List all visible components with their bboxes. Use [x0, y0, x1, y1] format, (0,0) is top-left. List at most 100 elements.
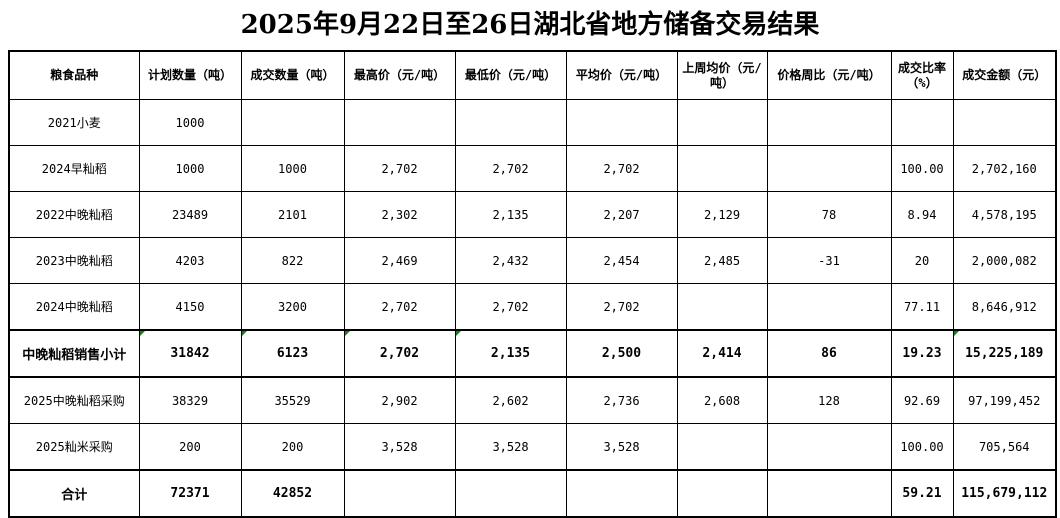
- table-cell: 2,702: [343, 329, 456, 378]
- table-cell: 2,500: [565, 329, 678, 378]
- table-cell: 77.11: [890, 283, 954, 331]
- table-cell: 2,129: [676, 191, 768, 238]
- table-cell: [676, 99, 768, 146]
- table-cell: [766, 99, 892, 146]
- subtotal-row: 中晚籼稻销售小计 31842 6123 2,702 2,135 2,500 2,414 86 1…: [8, 329, 1057, 378]
- table-cell: 1000: [138, 99, 242, 146]
- table-row: 2021小麦 1000: [8, 99, 1057, 146]
- column-header: 计划数量（吨）: [138, 50, 242, 100]
- table-cell: 100.00: [890, 423, 954, 471]
- cell-indicator-icon: [954, 331, 959, 336]
- table-cell: [565, 469, 678, 518]
- table-cell: 15,225,189: [952, 329, 1057, 378]
- table-cell: [454, 99, 567, 146]
- table-cell: 92.69: [890, 376, 954, 424]
- table-cell: 4203: [138, 237, 242, 284]
- page-title: 2025年9月22日至26日湖北省地方储备交易结果: [240, 10, 820, 40]
- table-cell: 100.00: [890, 145, 954, 192]
- table-cell: 59.21: [890, 469, 954, 518]
- table-cell: 2,432: [454, 237, 567, 284]
- table-cell: 2,135: [454, 329, 567, 378]
- table-cell: 2,207: [565, 191, 678, 238]
- table-cell: [766, 283, 892, 331]
- table-cell: 23489: [138, 191, 242, 238]
- table-cell: 2021小麦: [8, 99, 140, 146]
- table-cell: [766, 469, 892, 518]
- table-cell: [676, 423, 768, 471]
- table-cell: 2022中晚籼稻: [8, 191, 140, 238]
- table-cell: 822: [240, 237, 345, 284]
- column-header: 最高价（元/吨）: [343, 50, 456, 100]
- cell-indicator-icon: [345, 331, 350, 336]
- table-cell: 2023中晚籼稻: [8, 237, 140, 284]
- column-header: 成交比率（%）: [890, 50, 954, 100]
- table-cell: 2024中晚籼稻: [8, 283, 140, 331]
- table-cell: 2025籼米采购: [8, 423, 140, 471]
- table-row: 2022中晚籼稻 23489 2101 2,302 2,135 2,207 2,129 78 8…: [8, 191, 1057, 238]
- column-header: 最低价（元/吨）: [454, 50, 567, 100]
- table-cell: [766, 423, 892, 471]
- table-cell: [676, 469, 768, 518]
- table-cell: 2,469: [343, 237, 456, 284]
- column-header: 价格周比（元/吨）: [766, 50, 892, 100]
- table-cell: 35529: [240, 376, 345, 424]
- table-cell: 2,902: [343, 376, 456, 424]
- table-cell: 2,702: [343, 145, 456, 192]
- table-cell: 86: [766, 329, 892, 378]
- table-cell: 2,702: [565, 145, 678, 192]
- table-cell: 合计: [8, 469, 140, 518]
- column-header: 成交数量（吨）: [240, 50, 345, 100]
- column-header: 上周均价（元/吨）: [676, 50, 768, 100]
- table-cell: [676, 145, 768, 192]
- table-cell: 3,528: [565, 423, 678, 471]
- table-cell: 20: [890, 237, 954, 284]
- cell-indicator-icon: [242, 331, 247, 336]
- table-cell: 78: [766, 191, 892, 238]
- table-cell: 2,702: [565, 283, 678, 331]
- table-cell: 2,135: [454, 191, 567, 238]
- table-cell: 3,528: [343, 423, 456, 471]
- cell-indicator-icon: [456, 331, 461, 336]
- table-cell: [890, 99, 954, 146]
- table-cell: 2,485: [676, 237, 768, 284]
- table-cell: 2024早籼稻: [8, 145, 140, 192]
- column-header: 成交金额（元）: [952, 50, 1057, 100]
- table-row: 2024早籼稻 1000 1000 2,702 2,702 2,702 100.00 2,70…: [8, 145, 1057, 192]
- table-cell: 3,528: [454, 423, 567, 471]
- table-cell: 8.94: [890, 191, 954, 238]
- table-cell: 97,199,452: [952, 376, 1057, 424]
- table-row: 2025籼米采购 200 200 3,528 3,528 3,528 100.00 705,5…: [8, 423, 1057, 471]
- table-cell: 2,702: [454, 145, 567, 192]
- trade-results-table: 粮食品种 计划数量（吨） 成交数量（吨） 最高价（元/吨） 最低价（元/吨） 平均价（元/…: [8, 50, 1057, 518]
- table-cell: 19.23: [890, 329, 954, 378]
- table-cell: 2,702,160: [952, 145, 1057, 192]
- table-cell: 4150: [138, 283, 242, 331]
- table-cell: [343, 469, 456, 518]
- table-cell: 72371: [138, 469, 242, 518]
- table-cell: 2025中晚籼稻采购: [8, 376, 140, 424]
- table-cell: 2,608: [676, 376, 768, 424]
- table-cell: 200: [138, 423, 242, 471]
- table-cell: 2,736: [565, 376, 678, 424]
- table-cell: 2101: [240, 191, 345, 238]
- column-header: 平均价（元/吨）: [565, 50, 678, 100]
- cell-indicator-icon: [140, 331, 145, 336]
- table-cell: 2,702: [343, 283, 456, 331]
- table-row: 2023中晚籼稻 4203 822 2,469 2,432 2,454 2,485 -31 20…: [8, 237, 1057, 284]
- table-cell: 2,702: [454, 283, 567, 331]
- table-cell: 42852: [240, 469, 345, 518]
- table-cell: 1000: [138, 145, 242, 192]
- table-cell: 38329: [138, 376, 242, 424]
- table-cell: 115,679,112: [952, 469, 1057, 518]
- table-row: 2024中晚籼稻 4150 3200 2,702 2,702 2,702 77.11 8,64…: [8, 283, 1057, 331]
- table-cell: 31842: [138, 329, 242, 378]
- table-cell: 705,564: [952, 423, 1057, 471]
- table-cell: 1000: [240, 145, 345, 192]
- table-cell: 3200: [240, 283, 345, 331]
- table-cell: 2,602: [454, 376, 567, 424]
- table-cell: [676, 283, 768, 331]
- table-cell: 中晚籼稻销售小计: [8, 329, 140, 378]
- table-cell: 4,578,195: [952, 191, 1057, 238]
- table-cell: 2,454: [565, 237, 678, 284]
- table-cell: 2,414: [676, 329, 768, 378]
